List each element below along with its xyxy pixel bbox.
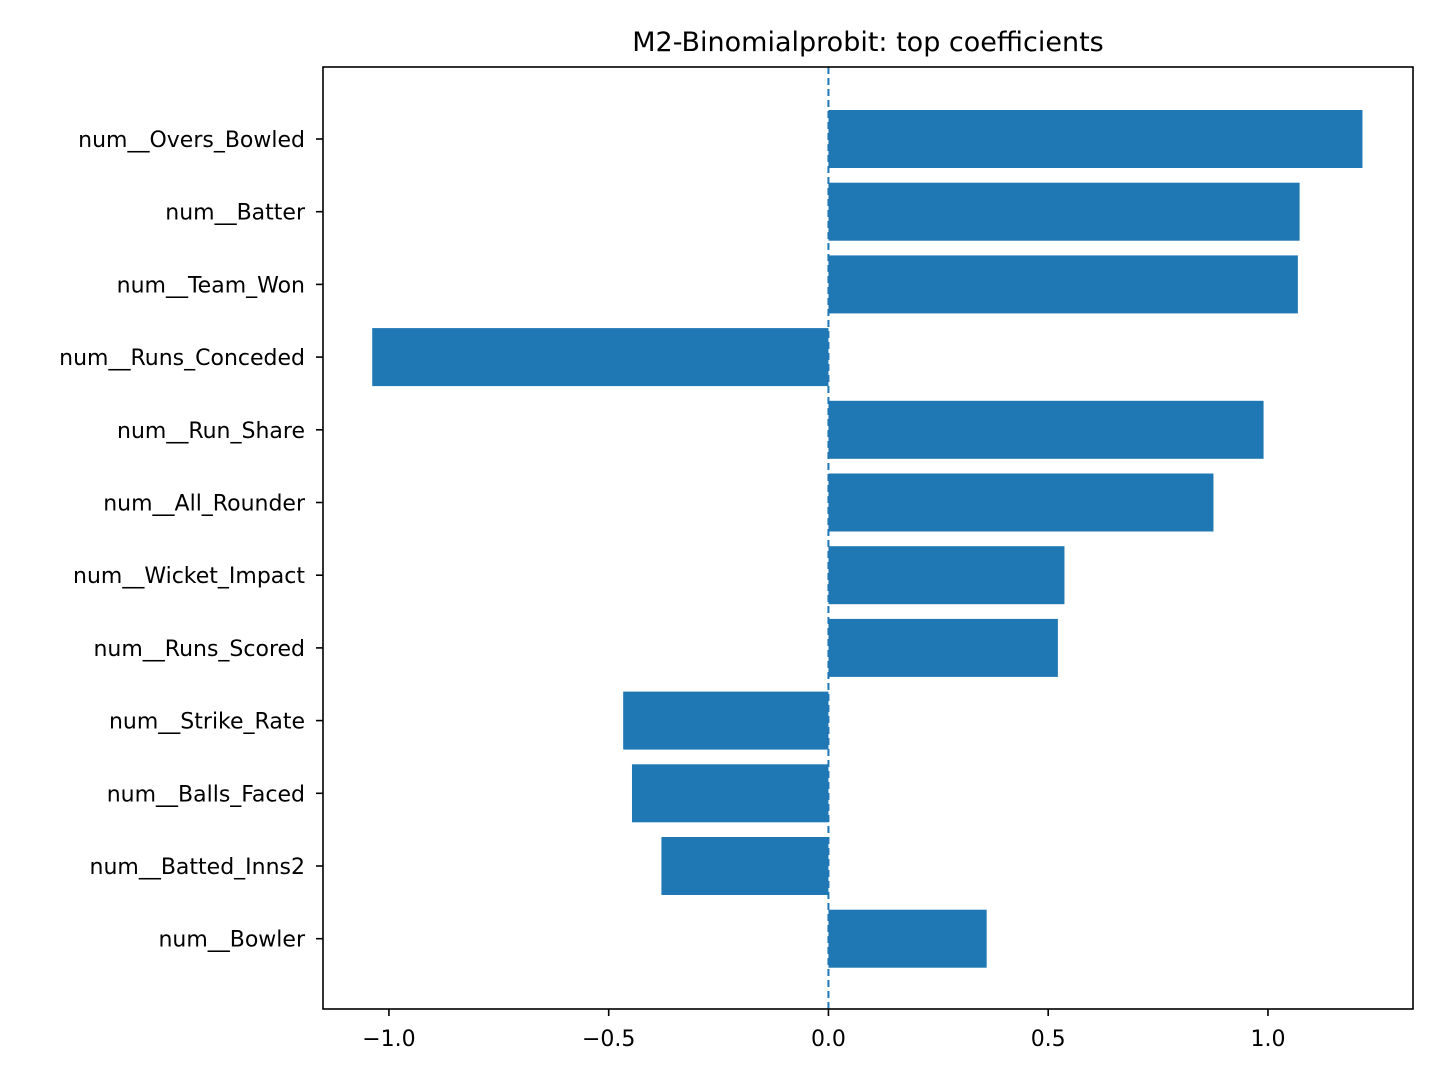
x-tick-label: 1.0 [1250, 1027, 1285, 1052]
bar-num__Strike_Rate [623, 691, 829, 750]
bar-num__Bowler [828, 909, 987, 968]
bar-num__Runs_Conceded [372, 328, 829, 387]
y-tick-label: num__All_Rounder [103, 492, 306, 517]
x-axis: −1.0 −0.5 0.0 0.5 1.0 [362, 1009, 1285, 1052]
x-tick-label: 0.5 [1031, 1027, 1066, 1052]
bar-num__Batter [828, 182, 1300, 241]
bar-num__Team_Won [828, 255, 1298, 314]
bar-num__Runs_Scored [828, 618, 1058, 677]
x-tick-label: 0.0 [811, 1027, 846, 1052]
bar-num__Overs_Bowled [828, 110, 1363, 168]
y-tick-label: num__Run_Share [117, 419, 305, 444]
y-tick-label: num__Balls_Faced [107, 782, 305, 807]
bar-num__Batted_Inns2 [661, 837, 829, 895]
y-axis: num__Overs_Bowled num__Batter num__Team_Wo… [59, 128, 323, 953]
chart-title: M2-Binomialprobit: top coefficients [632, 27, 1103, 58]
y-tick-label: num__Strike_Rate [109, 710, 305, 735]
y-tick-label: num__Wicket_Impact [73, 564, 305, 589]
x-tick-label: −1.0 [362, 1027, 415, 1052]
y-tick-label: num__Bowler [158, 928, 306, 953]
y-tick-label: num__Runs_Conceded [59, 346, 305, 371]
bar-num__Wicket_Impact [828, 546, 1065, 605]
y-tick-label: num__Batted_Inns2 [90, 855, 305, 880]
y-tick-label: num__Team_Won [117, 273, 305, 298]
x-tick-label: −0.5 [582, 1027, 635, 1052]
y-tick-label: num__Batter [165, 201, 306, 226]
bars-layer [372, 110, 1363, 968]
plot-frame [322, 66, 1414, 1010]
y-tick-label: num__Runs_Scored [93, 637, 305, 662]
y-tick-label: num__Overs_Bowled [78, 128, 305, 153]
bar-num__Run_Share [828, 400, 1264, 459]
bar-num__All_Rounder [828, 473, 1214, 532]
bar-num__Balls_Faced [631, 764, 829, 823]
